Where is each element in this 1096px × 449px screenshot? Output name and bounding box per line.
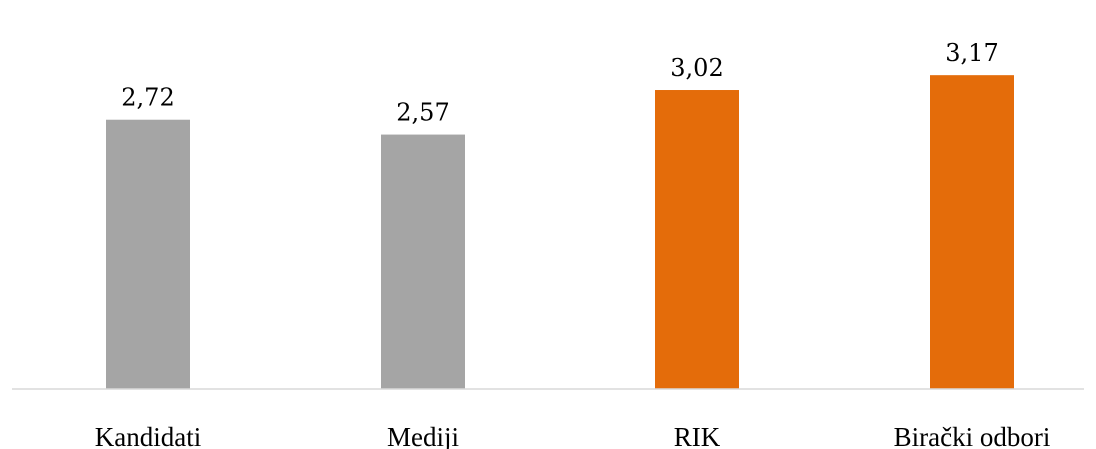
- value-label-2: 3,02: [670, 54, 723, 82]
- category-label-3: Birački odbori: [894, 422, 1051, 449]
- value-label-3: 3,17: [945, 39, 998, 67]
- category-labels-group: Kandidati Mediji RIK Birački odbori: [95, 422, 1051, 449]
- bar-3: [930, 75, 1014, 390]
- category-label-2: RIK: [674, 422, 721, 449]
- bar-2: [655, 90, 739, 390]
- value-labels-group: 2,72 2,57 3,02 3,17: [121, 39, 998, 126]
- bars-group: [106, 75, 1014, 390]
- bar-0: [106, 119, 190, 389]
- category-label-1: Mediji: [387, 422, 459, 449]
- category-label-0: Kandidati: [95, 422, 201, 449]
- value-label-1: 2,57: [396, 99, 449, 127]
- bar-1: [381, 134, 465, 389]
- value-label-0: 2,72: [121, 84, 174, 112]
